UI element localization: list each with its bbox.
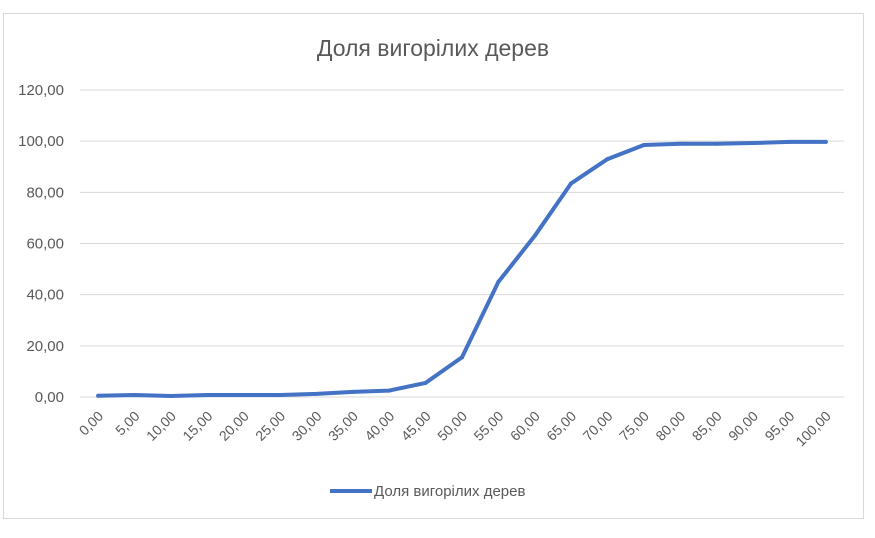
y-tick-label: 60,00	[26, 236, 64, 253]
legend: Доля вигорілих дерев	[330, 483, 525, 500]
x-tick-label: 65,00	[543, 408, 579, 444]
y-tick-label: 0,00	[35, 389, 64, 406]
data-point	[641, 143, 646, 148]
chart-frame	[3, 13, 864, 519]
series-layer	[96, 139, 828, 398]
x-tick-label: 75,00	[616, 408, 652, 444]
y-tick-label: 100,00	[18, 133, 64, 150]
data-point	[714, 141, 719, 146]
y-axis-labels: 0,00 20,00 40,00 60,00 80,00 100,00 120,00	[18, 82, 64, 406]
y-tick-label: 20,00	[26, 338, 64, 355]
x-tick-label: 10,00	[143, 408, 179, 444]
y-tick-label: 80,00	[26, 184, 64, 201]
x-tick-label: 40,00	[361, 408, 397, 444]
data-point	[823, 139, 828, 144]
data-point	[132, 392, 137, 397]
data-point	[460, 355, 464, 360]
x-tick-label: 80,00	[652, 408, 688, 444]
data-point	[350, 389, 355, 394]
legend-label: Доля вигорілих дерев	[374, 483, 525, 500]
x-tick-label: 20,00	[216, 408, 252, 444]
chart-title: Доля вигорілих дерев	[317, 35, 549, 61]
x-tick-label: 50,00	[434, 408, 470, 444]
x-tick-label: 55,00	[470, 408, 506, 444]
data-point	[605, 157, 610, 162]
x-tick-label: 90,00	[725, 408, 761, 444]
x-tick-label: 85,00	[689, 408, 725, 444]
x-tick-label: 5,00	[112, 408, 143, 439]
data-point	[168, 393, 173, 398]
x-tick-label: 45,00	[398, 408, 434, 444]
data-point	[278, 392, 283, 397]
x-tick-label: 30,00	[289, 408, 325, 444]
data-point	[241, 392, 246, 397]
x-tick-label: 0,00	[76, 408, 107, 439]
data-point	[751, 140, 756, 145]
x-tick-label: 70,00	[580, 408, 616, 444]
x-tick-label: 60,00	[507, 408, 543, 444]
data-point	[569, 181, 574, 186]
data-point	[96, 393, 101, 398]
data-point	[787, 139, 792, 144]
y-tick-label: 120,00	[18, 82, 64, 99]
x-tick-label: 100,00	[792, 408, 834, 450]
x-tick-label: 15,00	[179, 408, 215, 444]
data-point	[387, 388, 392, 393]
data-point	[496, 279, 501, 284]
y-tick-label: 40,00	[26, 287, 64, 304]
x-tick-label: 35,00	[325, 408, 361, 444]
grid-lines	[80, 89, 844, 398]
data-point	[532, 233, 537, 238]
data-point	[678, 141, 683, 146]
data-point	[205, 392, 210, 397]
data-point	[314, 391, 319, 396]
data-point	[423, 380, 428, 385]
x-axis-labels: 0,00 5,00 10,00 15,00 20,00 25,00 30,00 35,00 40…	[76, 408, 834, 450]
x-tick-label: 25,00	[252, 408, 288, 444]
